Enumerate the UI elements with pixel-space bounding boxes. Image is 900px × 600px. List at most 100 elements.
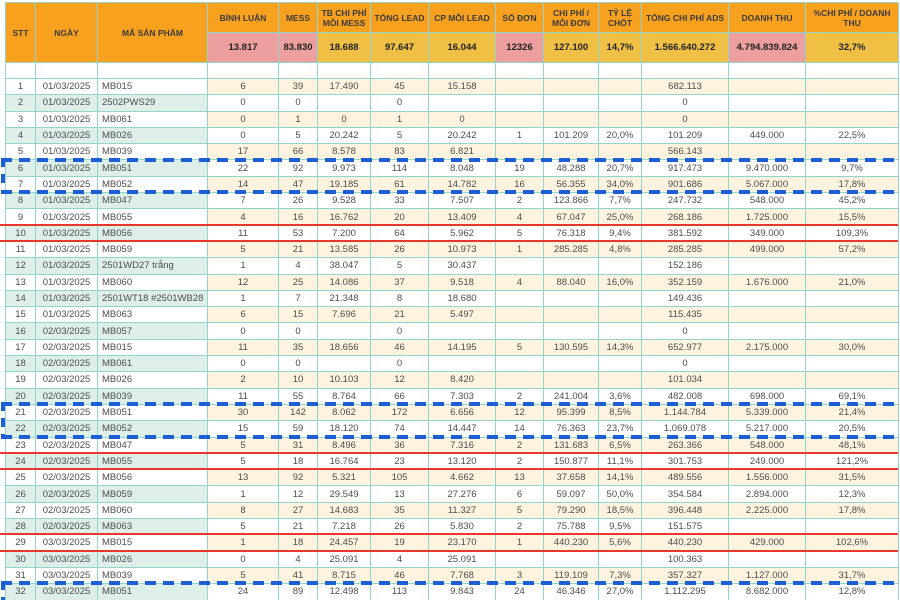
- table-cell[interactable]: 11: [208, 339, 279, 357]
- table-cell[interactable]: 9,7%: [806, 160, 899, 177]
- table-cell[interactable]: [729, 551, 806, 568]
- table-cell[interactable]: 11.327: [429, 502, 496, 520]
- table-cell[interactable]: 5: [496, 339, 544, 357]
- table-cell[interactable]: 2: [6, 95, 36, 112]
- table-cell[interactable]: 1: [371, 111, 429, 128]
- table-cell[interactable]: 0: [208, 551, 279, 568]
- table-cell[interactable]: 22: [208, 160, 279, 177]
- table-cell[interactable]: [806, 258, 899, 275]
- table-cell[interactable]: 2502PWS29: [98, 95, 208, 112]
- table-cell[interactable]: 14: [6, 290, 36, 308]
- table-cell[interactable]: 24: [208, 584, 279, 600]
- table-cell[interactable]: 2: [208, 372, 279, 389]
- table-cell[interactable]: 02/03/2025: [36, 339, 98, 357]
- table-cell[interactable]: 16,0%: [599, 274, 642, 291]
- table-cell[interactable]: 45: [371, 79, 429, 96]
- column-header[interactable]: STT: [6, 3, 36, 63]
- table-cell[interactable]: [599, 79, 642, 96]
- column-header[interactable]: NGÀY: [36, 3, 98, 63]
- table-cell[interactable]: 14.683: [318, 502, 371, 520]
- table-cell[interactable]: 4: [6, 127, 36, 145]
- table-cell[interactable]: 13.585: [318, 241, 371, 259]
- table-cell[interactable]: 0: [429, 111, 496, 128]
- table-cell[interactable]: 02/03/2025: [36, 356, 98, 373]
- table-cell[interactable]: 16: [6, 323, 36, 340]
- table-cell[interactable]: 10: [279, 372, 318, 389]
- column-header[interactable]: DOANH THU: [729, 3, 806, 33]
- table-cell[interactable]: 14.195: [429, 339, 496, 357]
- table-cell[interactable]: 01/03/2025: [36, 290, 98, 308]
- table-cell[interactable]: 01/03/2025: [36, 160, 98, 177]
- table-cell[interactable]: [806, 356, 899, 373]
- table-cell[interactable]: 0: [208, 111, 279, 128]
- table-cell[interactable]: 354.584: [642, 486, 729, 503]
- column-summary-cell[interactable]: 4.794.839.824: [729, 33, 806, 63]
- table-cell[interactable]: [729, 79, 806, 96]
- table-cell[interactable]: [544, 258, 599, 275]
- table-cell[interactable]: 30: [6, 551, 36, 568]
- table-cell[interactable]: MB051: [98, 404, 208, 422]
- table-cell[interactable]: 7.696: [318, 307, 371, 324]
- column-header[interactable]: TB CHI PHÍ MỖI MESS: [318, 3, 371, 33]
- table-cell[interactable]: 20.242: [429, 127, 496, 145]
- table-cell[interactable]: 4: [371, 551, 429, 568]
- table-cell[interactable]: [729, 307, 806, 324]
- column-header[interactable]: BÌNH LUẬN: [208, 3, 279, 33]
- table-cell[interactable]: 1: [6, 79, 36, 96]
- table-cell[interactable]: 30.437: [429, 258, 496, 275]
- table-cell[interactable]: 499.000: [729, 241, 806, 259]
- table-cell[interactable]: 25.091: [318, 551, 371, 568]
- table-cell[interactable]: 21: [6, 404, 36, 422]
- table-cell[interactable]: [496, 307, 544, 324]
- table-cell[interactable]: 8.682.000: [729, 584, 806, 600]
- table-cell[interactable]: [599, 372, 642, 389]
- table-cell[interactable]: 18,5%: [599, 502, 642, 520]
- table-cell[interactable]: [544, 551, 599, 568]
- table-cell[interactable]: 12,3%: [806, 486, 899, 503]
- table-cell[interactable]: 1: [279, 111, 318, 128]
- column-summary-cell[interactable]: 12326: [496, 33, 544, 63]
- table-cell[interactable]: 5.339.000: [729, 404, 806, 422]
- table-cell[interactable]: [729, 323, 806, 340]
- table-cell[interactable]: [729, 111, 806, 128]
- table-cell[interactable]: 12: [371, 372, 429, 389]
- table-cell[interactable]: 12,8%: [806, 584, 899, 600]
- table-cell[interactable]: 79.290: [544, 502, 599, 520]
- table-cell[interactable]: 21: [279, 241, 318, 259]
- table-cell[interactable]: 21: [371, 307, 429, 324]
- table-cell[interactable]: 0: [279, 95, 318, 112]
- table-cell[interactable]: 13: [496, 470, 544, 487]
- column-summary-cell[interactable]: 127.100: [544, 33, 599, 63]
- table-cell[interactable]: [599, 111, 642, 128]
- column-header[interactable]: MÃ SẢN PHẨM: [98, 3, 208, 63]
- table-cell[interactable]: 21.348: [318, 290, 371, 308]
- table-cell[interactable]: 17.490: [318, 79, 371, 96]
- table-cell[interactable]: [496, 79, 544, 96]
- table-cell[interactable]: 01/03/2025: [36, 193, 98, 210]
- table-cell[interactable]: 01/03/2025: [36, 307, 98, 324]
- column-summary-cell[interactable]: 18.688: [318, 33, 371, 63]
- table-cell[interactable]: 113: [371, 584, 429, 600]
- table-cell[interactable]: 352.159: [642, 274, 729, 291]
- table-cell[interactable]: 5: [279, 127, 318, 145]
- table-cell[interactable]: 1: [496, 241, 544, 259]
- column-header[interactable]: TỔNG CHI PHÍ ADS: [642, 3, 729, 33]
- table-cell[interactable]: [806, 95, 899, 112]
- table-cell[interactable]: 0: [371, 356, 429, 373]
- table-cell[interactable]: 8.062: [318, 404, 371, 422]
- table-cell[interactable]: [599, 551, 642, 568]
- column-header[interactable]: CP MỖI LEAD: [429, 3, 496, 33]
- table-cell[interactable]: 14.086: [318, 274, 371, 291]
- table-cell[interactable]: 247.732: [642, 193, 729, 210]
- table-cell[interactable]: 0: [642, 323, 729, 340]
- table-cell[interactable]: [496, 323, 544, 340]
- table-cell[interactable]: 1.556.000: [729, 470, 806, 487]
- table-cell[interactable]: MB060: [98, 274, 208, 291]
- table-cell[interactable]: MB057: [98, 323, 208, 340]
- table-cell[interactable]: 15: [6, 307, 36, 324]
- table-cell[interactable]: 92: [279, 470, 318, 487]
- table-cell[interactable]: 7.507: [429, 193, 496, 210]
- table-cell[interactable]: 4: [279, 258, 318, 275]
- table-cell[interactable]: [429, 95, 496, 112]
- table-cell[interactable]: 38.047: [318, 258, 371, 275]
